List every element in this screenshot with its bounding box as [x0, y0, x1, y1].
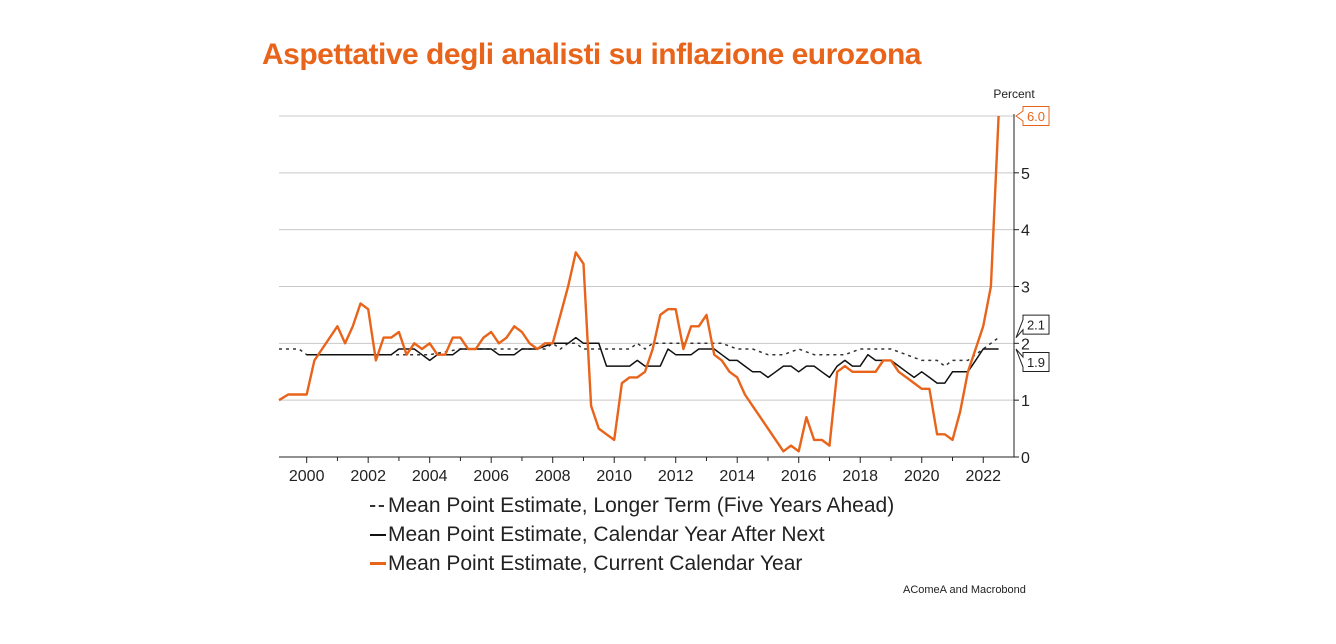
x-tick-label: 2008 [535, 468, 571, 485]
x-tick-label: 2018 [842, 468, 878, 485]
x-tick-label: 2006 [473, 468, 509, 485]
y-tick-label: 1 [1021, 393, 1030, 410]
y-tick-label: 2 [1021, 336, 1030, 353]
end-labels: 2.1 1.9 6.0 [1015, 106, 1050, 373]
y-tick-label: 0 [1021, 450, 1030, 467]
end-label-box [1015, 348, 1050, 373]
x-tick-label: 2004 [412, 468, 448, 485]
source-note: AComeA and Macrobond [903, 584, 1026, 596]
end-label-value: 6.0 [1027, 109, 1045, 124]
end-label-box [1015, 314, 1050, 338]
x-tick-label: 2022 [965, 468, 1001, 485]
legend: Mean Point Estimate, Longer Term (Five Y… [370, 491, 894, 578]
y-tick-label: 5 [1021, 166, 1030, 183]
legend-swatch-orange [370, 562, 386, 565]
legend-item-longer-term: Mean Point Estimate, Longer Term (Five Y… [370, 491, 894, 520]
end-label-box [1015, 106, 1050, 126]
axes: 2000 2002 2004 2006 2008 2010 2012 2014 2016 2018… [279, 114, 1030, 485]
legend-swatch-dashed [370, 504, 384, 507]
legend-item-year-after-next: Mean Point Estimate, Calendar Year After… [370, 520, 894, 549]
series-lines [278, 115, 1000, 453]
x-tick-label: 2000 [289, 468, 325, 485]
y-tick-label: 4 [1021, 223, 1030, 240]
legend-swatch-black [370, 533, 386, 536]
x-tick-label: 2020 [904, 468, 940, 485]
end-label-value: 2.1 [1027, 318, 1045, 333]
legend-item-current-year: Mean Point Estimate, Current Calendar Ye… [370, 549, 894, 578]
x-tick-label: 2002 [350, 468, 386, 485]
legend-label: Mean Point Estimate, Calendar Year After… [388, 523, 825, 546]
x-tick-label: 2014 [719, 468, 755, 485]
legend-label: Mean Point Estimate, Current Calendar Ye… [388, 552, 803, 575]
x-tick-label: 2016 [781, 468, 817, 485]
legend-label: Mean Point Estimate, Longer Term (Five Y… [388, 494, 895, 517]
y-axis-unit-label: Percent [993, 87, 1035, 101]
chart-title: Aspettative degli analisti su inflazione… [262, 38, 921, 71]
x-tick-label: 2010 [596, 468, 632, 485]
x-tick-label: 2012 [658, 468, 694, 485]
series-line-0 [279, 336, 1000, 367]
grid-lines [279, 115, 1014, 401]
y-tick-label: 3 [1021, 280, 1030, 297]
series-line-2 [278, 115, 1000, 453]
end-label-value: 1.9 [1027, 355, 1045, 370]
